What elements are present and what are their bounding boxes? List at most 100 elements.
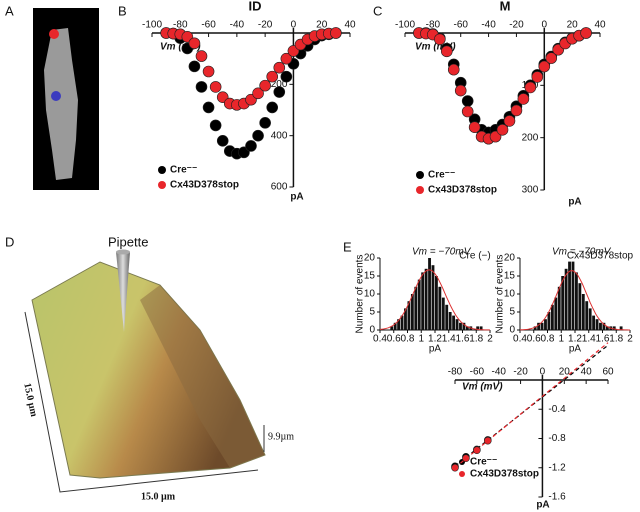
- bar: [557, 286, 561, 330]
- bar: [612, 326, 616, 330]
- data-point: [517, 93, 530, 105]
- panel-label: B: [118, 3, 127, 18]
- bar: [599, 322, 602, 330]
- x-tick-label: -40: [230, 20, 245, 31]
- bar: [585, 301, 589, 330]
- bar: [537, 322, 541, 330]
- y-tick-label: 200: [271, 79, 288, 90]
- legend-marker: [416, 171, 424, 179]
- scale-label: 15.0 µm: [21, 382, 39, 418]
- data-point: [259, 117, 271, 129]
- bar: [455, 319, 459, 330]
- marker-dot: [51, 91, 61, 101]
- y-tick-label: 600: [271, 182, 288, 193]
- legend-marker: [158, 181, 166, 189]
- data-point: [545, 52, 558, 64]
- bar: [547, 312, 551, 330]
- data-point: [451, 463, 459, 472]
- bar: [448, 312, 452, 330]
- data-point: [503, 115, 516, 127]
- x-tick-label: 1.8: [469, 334, 483, 345]
- bar: [397, 319, 401, 330]
- bar: [421, 272, 425, 330]
- data-point: [273, 86, 286, 98]
- y-tick-label: 200: [522, 132, 539, 143]
- x-tick-label: 1.6: [456, 334, 470, 345]
- scale-label: 9.9µm: [268, 431, 294, 442]
- legend-label: Cre⁻⁻: [170, 165, 197, 176]
- y-tick-label: 400: [271, 130, 288, 141]
- data-point: [209, 119, 222, 132]
- data-point: [252, 87, 264, 100]
- data-point: [489, 130, 502, 143]
- bar: [479, 326, 483, 330]
- legend-label: Cre⁻⁻: [470, 457, 497, 468]
- data-point: [209, 81, 222, 93]
- data-point: [524, 81, 537, 94]
- data-point: [245, 140, 257, 152]
- data-point: [188, 37, 201, 50]
- data-point: [468, 121, 481, 133]
- x-tick-label: 1: [558, 334, 564, 345]
- x-tick-label: -80: [448, 367, 463, 378]
- data-point: [195, 50, 208, 62]
- x-tick-label: 0.4: [373, 334, 387, 345]
- x-tick-label: 60: [602, 367, 614, 378]
- x-tick-label: 1.8: [609, 334, 623, 345]
- pipette-top: [116, 249, 130, 255]
- data-point: [473, 446, 481, 455]
- x-tick-label: 20: [559, 367, 571, 378]
- bar: [417, 279, 421, 330]
- y-tick-label: 20: [364, 253, 376, 264]
- x-tick-label: 40: [581, 367, 593, 378]
- trend-line: [454, 344, 609, 467]
- y-axis-label: Number of events: [355, 255, 366, 334]
- bar: [410, 294, 414, 330]
- y-axis-label: pA: [568, 197, 581, 208]
- x-tick-label: 1.2: [428, 334, 442, 345]
- data-point: [330, 27, 342, 39]
- chart-subtitle: Cre (−): [459, 251, 490, 262]
- y-tick-label: -0.4: [548, 404, 566, 415]
- x-tick-label: 40: [594, 20, 606, 31]
- bar: [568, 261, 571, 330]
- legend-marker: [459, 471, 465, 477]
- panel-label: D: [5, 234, 14, 249]
- bar: [393, 322, 397, 330]
- x-axis-label: Vm (mV): [462, 382, 503, 393]
- bar: [435, 276, 438, 330]
- bar: [540, 322, 544, 330]
- data-point: [461, 95, 474, 107]
- x-tick-label: 40: [344, 20, 356, 31]
- data-point: [266, 70, 279, 83]
- y-axis-label: pA: [536, 500, 549, 511]
- legend-label: Cre⁻⁻: [428, 170, 455, 181]
- x-tick-label: 1.6: [596, 334, 610, 345]
- bar: [550, 304, 554, 330]
- x-tick-label: 20: [316, 20, 328, 31]
- x-tick-label: 2: [627, 334, 633, 345]
- data-point: [447, 63, 460, 76]
- marker-dot: [49, 29, 59, 39]
- chart-subtitle: Cx43D378stop: [567, 251, 634, 262]
- bar: [619, 326, 623, 330]
- bar: [595, 319, 599, 330]
- y-tick-label: -1.6: [548, 492, 566, 503]
- y-tick-label: 10: [504, 289, 516, 300]
- fit-curve: [519, 270, 630, 331]
- x-axis-label: Vm (mV): [415, 42, 456, 53]
- bar: [578, 283, 582, 330]
- bar: [476, 326, 480, 330]
- data-point: [440, 45, 453, 58]
- data-point: [195, 81, 208, 93]
- data-point: [483, 436, 492, 445]
- y-tick-label: -0.8: [548, 433, 566, 444]
- y-axis-label: Number of events: [495, 255, 506, 334]
- x-tick-label: -20: [258, 20, 273, 31]
- data-point: [531, 71, 544, 83]
- y-tick-label: 5: [509, 307, 515, 318]
- x-tick-label: 2: [487, 334, 493, 345]
- bar: [452, 315, 456, 330]
